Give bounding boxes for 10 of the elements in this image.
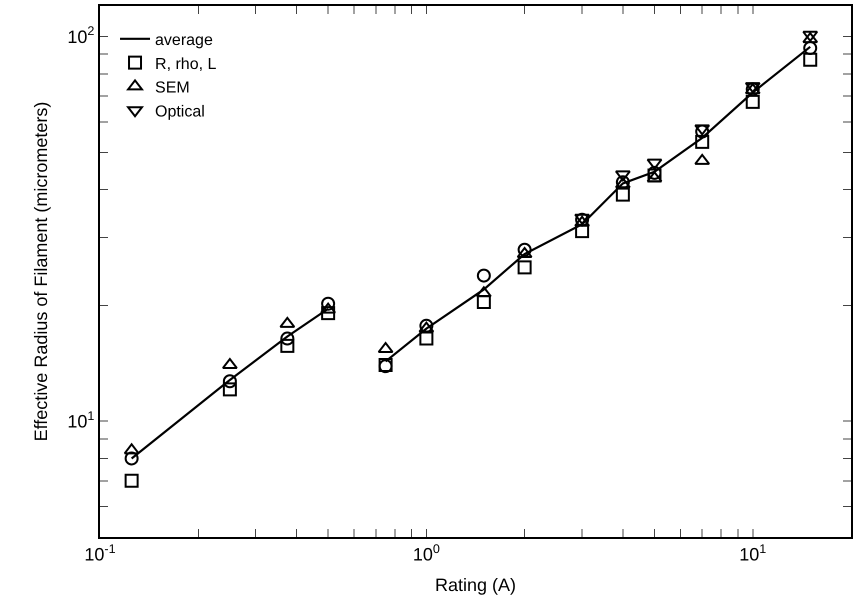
x-tick-label: 10$^{1}$	[739, 542, 766, 565]
x-tick-label: 10$^{-1}$	[84, 542, 116, 565]
x-tick-label: 10$^{0}$	[412, 542, 440, 565]
legend-label: R, rho, L	[155, 56, 216, 73]
y-axis-title: Effective Radius of Filament (micrometers)	[31, 102, 52, 442]
y-tick-label: 10$^{2}$	[67, 24, 94, 47]
legend-label: Optical	[155, 103, 205, 120]
legend-label: average	[155, 32, 213, 50]
legend-label: SEM	[155, 80, 190, 97]
x-axis-title: Rating (A)	[434, 575, 516, 596]
